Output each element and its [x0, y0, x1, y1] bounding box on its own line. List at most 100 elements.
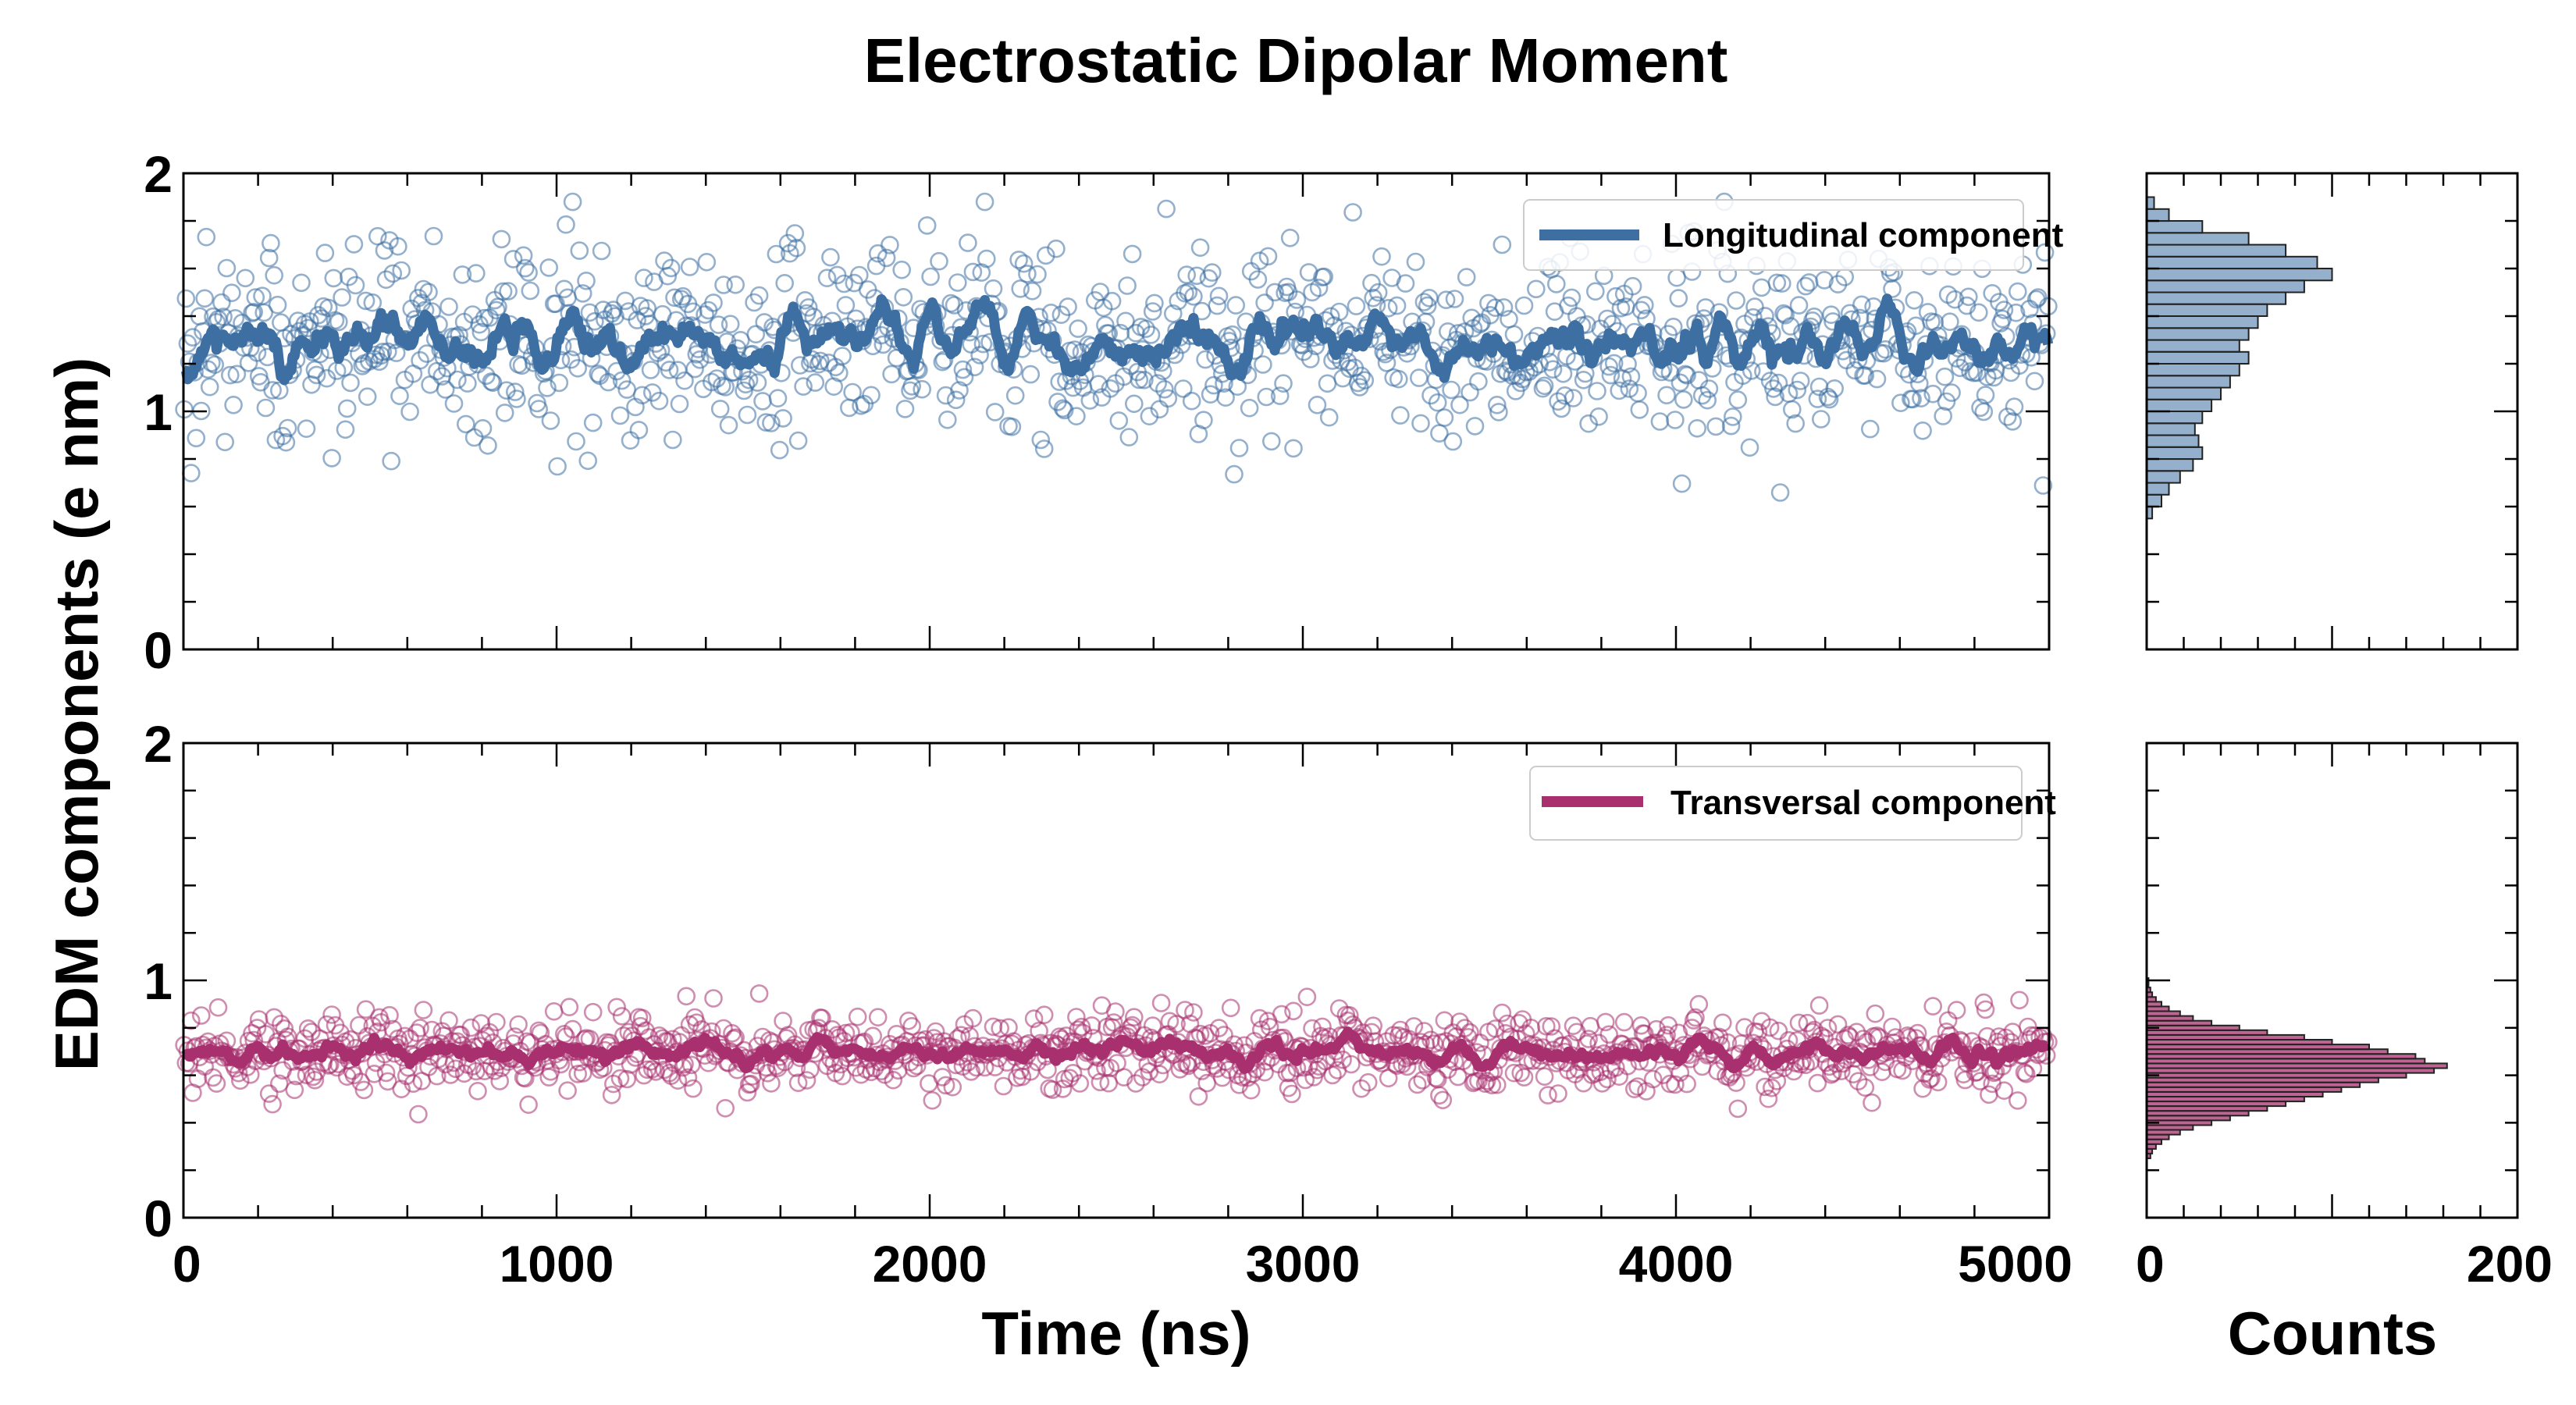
- longitudinal-point: [1553, 364, 1573, 383]
- transversal-point: [1867, 1026, 1887, 1045]
- longitudinal-point: [1254, 355, 1272, 374]
- longitudinal-point: [799, 298, 818, 317]
- longitudinal-point: [1786, 414, 1805, 433]
- longitudinal-point: [1179, 283, 1198, 302]
- longitudinal-point: [444, 394, 464, 413]
- transversal-point: [827, 1026, 847, 1044]
- longitudinal-point: [1250, 251, 1269, 271]
- longitudinal-point: [770, 440, 789, 460]
- longitudinal-point: [843, 382, 862, 402]
- transversal-point: [583, 1002, 603, 1022]
- longitudinal-point: [512, 356, 532, 375]
- longitudinal-point: [658, 266, 678, 286]
- longitudinal-point: [1485, 298, 1505, 318]
- longitudinal-point: [746, 325, 766, 344]
- hist-x-tick-label: 0: [2136, 1235, 2165, 1293]
- longitudinal-point: [214, 308, 233, 326]
- longitudinal-histogram-bar: [2146, 327, 2250, 341]
- longitudinal-point: [583, 413, 603, 432]
- longitudinal-point: [1769, 373, 1788, 393]
- longitudinal-point: [507, 389, 526, 408]
- longitudinal-point: [1031, 430, 1051, 450]
- longitudinal-point: [1610, 381, 1628, 400]
- transversal-point: [285, 1080, 304, 1100]
- transversal-point: [1485, 1019, 1505, 1038]
- transversal-point: [1082, 1016, 1101, 1035]
- longitudinal-point: [341, 373, 360, 393]
- longitudinal-point: [1465, 417, 1485, 436]
- longitudinal-point: [1352, 366, 1371, 386]
- longitudinal-point: [663, 430, 682, 450]
- longitudinal-point: [224, 395, 243, 414]
- transversal-point: [1769, 1021, 1788, 1040]
- transversal-point: [207, 1074, 226, 1093]
- longitudinal-point: [476, 366, 496, 386]
- longitudinal-point: [195, 289, 215, 308]
- longitudinal-point: [389, 237, 407, 256]
- longitudinal-point: [834, 274, 854, 293]
- longitudinal-point: [515, 258, 535, 278]
- longitudinal-point: [1808, 389, 1827, 408]
- longitudinal-point: [554, 279, 574, 299]
- longitudinal-point: [1111, 323, 1130, 343]
- transversal-point: [1104, 1013, 1123, 1032]
- transversal-point: [1504, 1063, 1524, 1083]
- longitudinal-point: [902, 377, 921, 396]
- longitudinal-point: [1721, 416, 1741, 436]
- longitudinal-point: [660, 361, 679, 379]
- longitudinal-point: [546, 294, 565, 314]
- longitudinal-point: [256, 398, 276, 418]
- transversal-point: [668, 1071, 688, 1090]
- longitudinal-point: [1306, 336, 1325, 356]
- longitudinal-point: [1971, 398, 1990, 418]
- longitudinal-point: [312, 309, 331, 328]
- longitudinal-histogram-bar: [2146, 482, 2170, 496]
- longitudinal-point: [1724, 407, 1742, 426]
- longitudinal-point: [1891, 393, 1910, 413]
- longitudinal-point: [1164, 304, 1183, 323]
- longitudinal-point: [1494, 298, 1514, 317]
- transversal-point: [684, 1079, 703, 1098]
- longitudinal-point: [1562, 288, 1582, 308]
- longitudinal-histogram-bar: [2146, 398, 2213, 412]
- longitudinal-point: [1620, 379, 1639, 398]
- transversal-point: [1759, 1089, 1778, 1108]
- transversal-point: [354, 1080, 374, 1100]
- longitudinal-point: [1812, 410, 1831, 429]
- longitudinal-point: [1623, 276, 1642, 296]
- transversal-point: [1854, 1030, 1873, 1048]
- longitudinal-point: [1258, 247, 1278, 266]
- longitudinal-point: [1912, 389, 1930, 408]
- transversal-point: [1977, 1026, 1997, 1046]
- transversal-point: [351, 1072, 370, 1091]
- transversal-point: [1883, 1017, 1902, 1037]
- longitudinal-point: [955, 368, 974, 387]
- transversal-point: [741, 1074, 760, 1094]
- longitudinal-point: [529, 400, 549, 418]
- longitudinal-point: [1119, 428, 1139, 446]
- transversal-point: [797, 1071, 817, 1090]
- transversal-point: [902, 1017, 921, 1036]
- longitudinal-point: [675, 371, 694, 390]
- longitudinal-point: [1229, 439, 1249, 457]
- transversal-point: [1024, 1009, 1044, 1028]
- transversal-point: [716, 1099, 735, 1118]
- transversal-point: [1579, 1030, 1598, 1048]
- longitudinal-point: [178, 334, 197, 353]
- longitudinal-point: [1935, 367, 1955, 386]
- longitudinal-point: [1379, 298, 1398, 318]
- longitudinal-histogram-bar: [2146, 422, 2196, 436]
- transversal-point: [1189, 1087, 1208, 1106]
- longitudinal-point: [1443, 432, 1463, 451]
- transversal-point: [1099, 1073, 1118, 1093]
- longitudinal-point: [1123, 244, 1142, 264]
- longitudinal-point: [1799, 273, 1819, 292]
- longitudinal-point: [176, 289, 196, 308]
- transversal-point: [1272, 1005, 1291, 1024]
- longitudinal-point: [1745, 297, 1764, 316]
- longitudinal-point: [1270, 386, 1290, 405]
- longitudinal-point: [1752, 278, 1771, 297]
- transversal-point: [1493, 1003, 1512, 1023]
- x-tick-label: 4000: [1619, 1235, 1734, 1293]
- longitudinal-point: [768, 389, 788, 408]
